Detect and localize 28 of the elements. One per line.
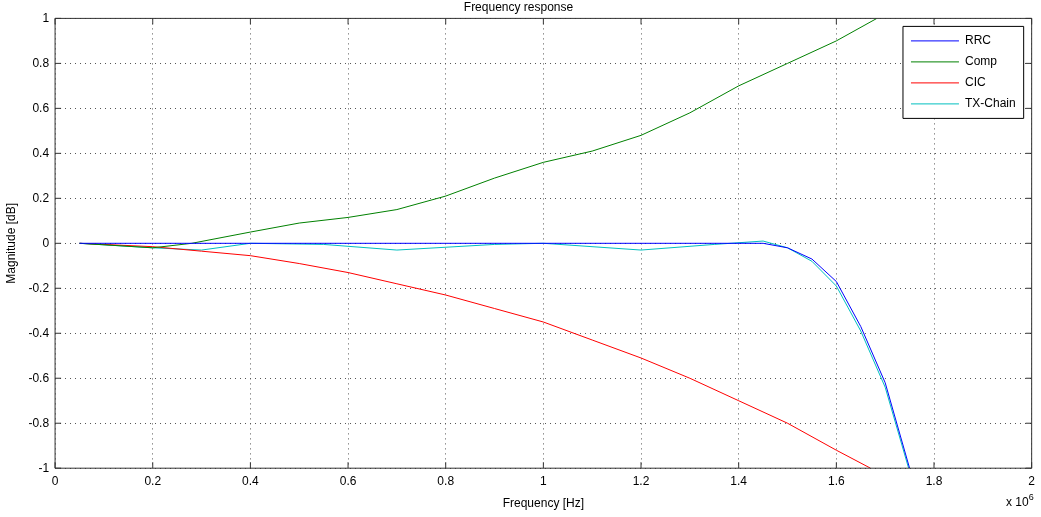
y-axis-title: Magnitude [dB]	[3, 202, 18, 284]
x-tick-label: 1.4	[730, 473, 748, 488]
chart-title: Frequency response	[463, 0, 574, 14]
y-tick-label: -1	[38, 460, 50, 475]
x-tick-label: 1.2	[632, 473, 650, 488]
x-tick-label: 1	[540, 473, 548, 488]
y-tick-label: 0	[42, 235, 50, 250]
y-tick-label: -0.6	[28, 370, 50, 385]
x-tick-label: 2	[1028, 473, 1036, 488]
y-tick-label: 1	[42, 10, 50, 25]
y-tick-label: -0.4	[28, 325, 50, 340]
x-tick-label: 0.2	[144, 473, 162, 488]
y-tick-label: 0.4	[32, 145, 50, 160]
y-tick-label: 0.2	[32, 190, 50, 205]
legend-label: CIC	[964, 75, 986, 90]
x-axis-title: Frequency [Hz]	[502, 496, 585, 511]
x-tick-label: 1.8	[925, 473, 943, 488]
x-tick-label: 0.6	[339, 473, 357, 488]
y-tick-label: -0.8	[28, 415, 50, 430]
y-tick-label: 0.6	[32, 100, 50, 115]
x-tick-label: 1.6	[828, 473, 846, 488]
y-tick-label: -0.2	[28, 280, 50, 295]
legend-label: TX-Chain	[964, 96, 1016, 111]
x-tick-label: 0.8	[437, 473, 455, 488]
legend-label: Comp	[964, 54, 998, 69]
y-tick-label: 0.8	[32, 55, 50, 70]
legend-label: RRC	[964, 33, 992, 48]
x-tick-label: 0.4	[242, 473, 260, 488]
